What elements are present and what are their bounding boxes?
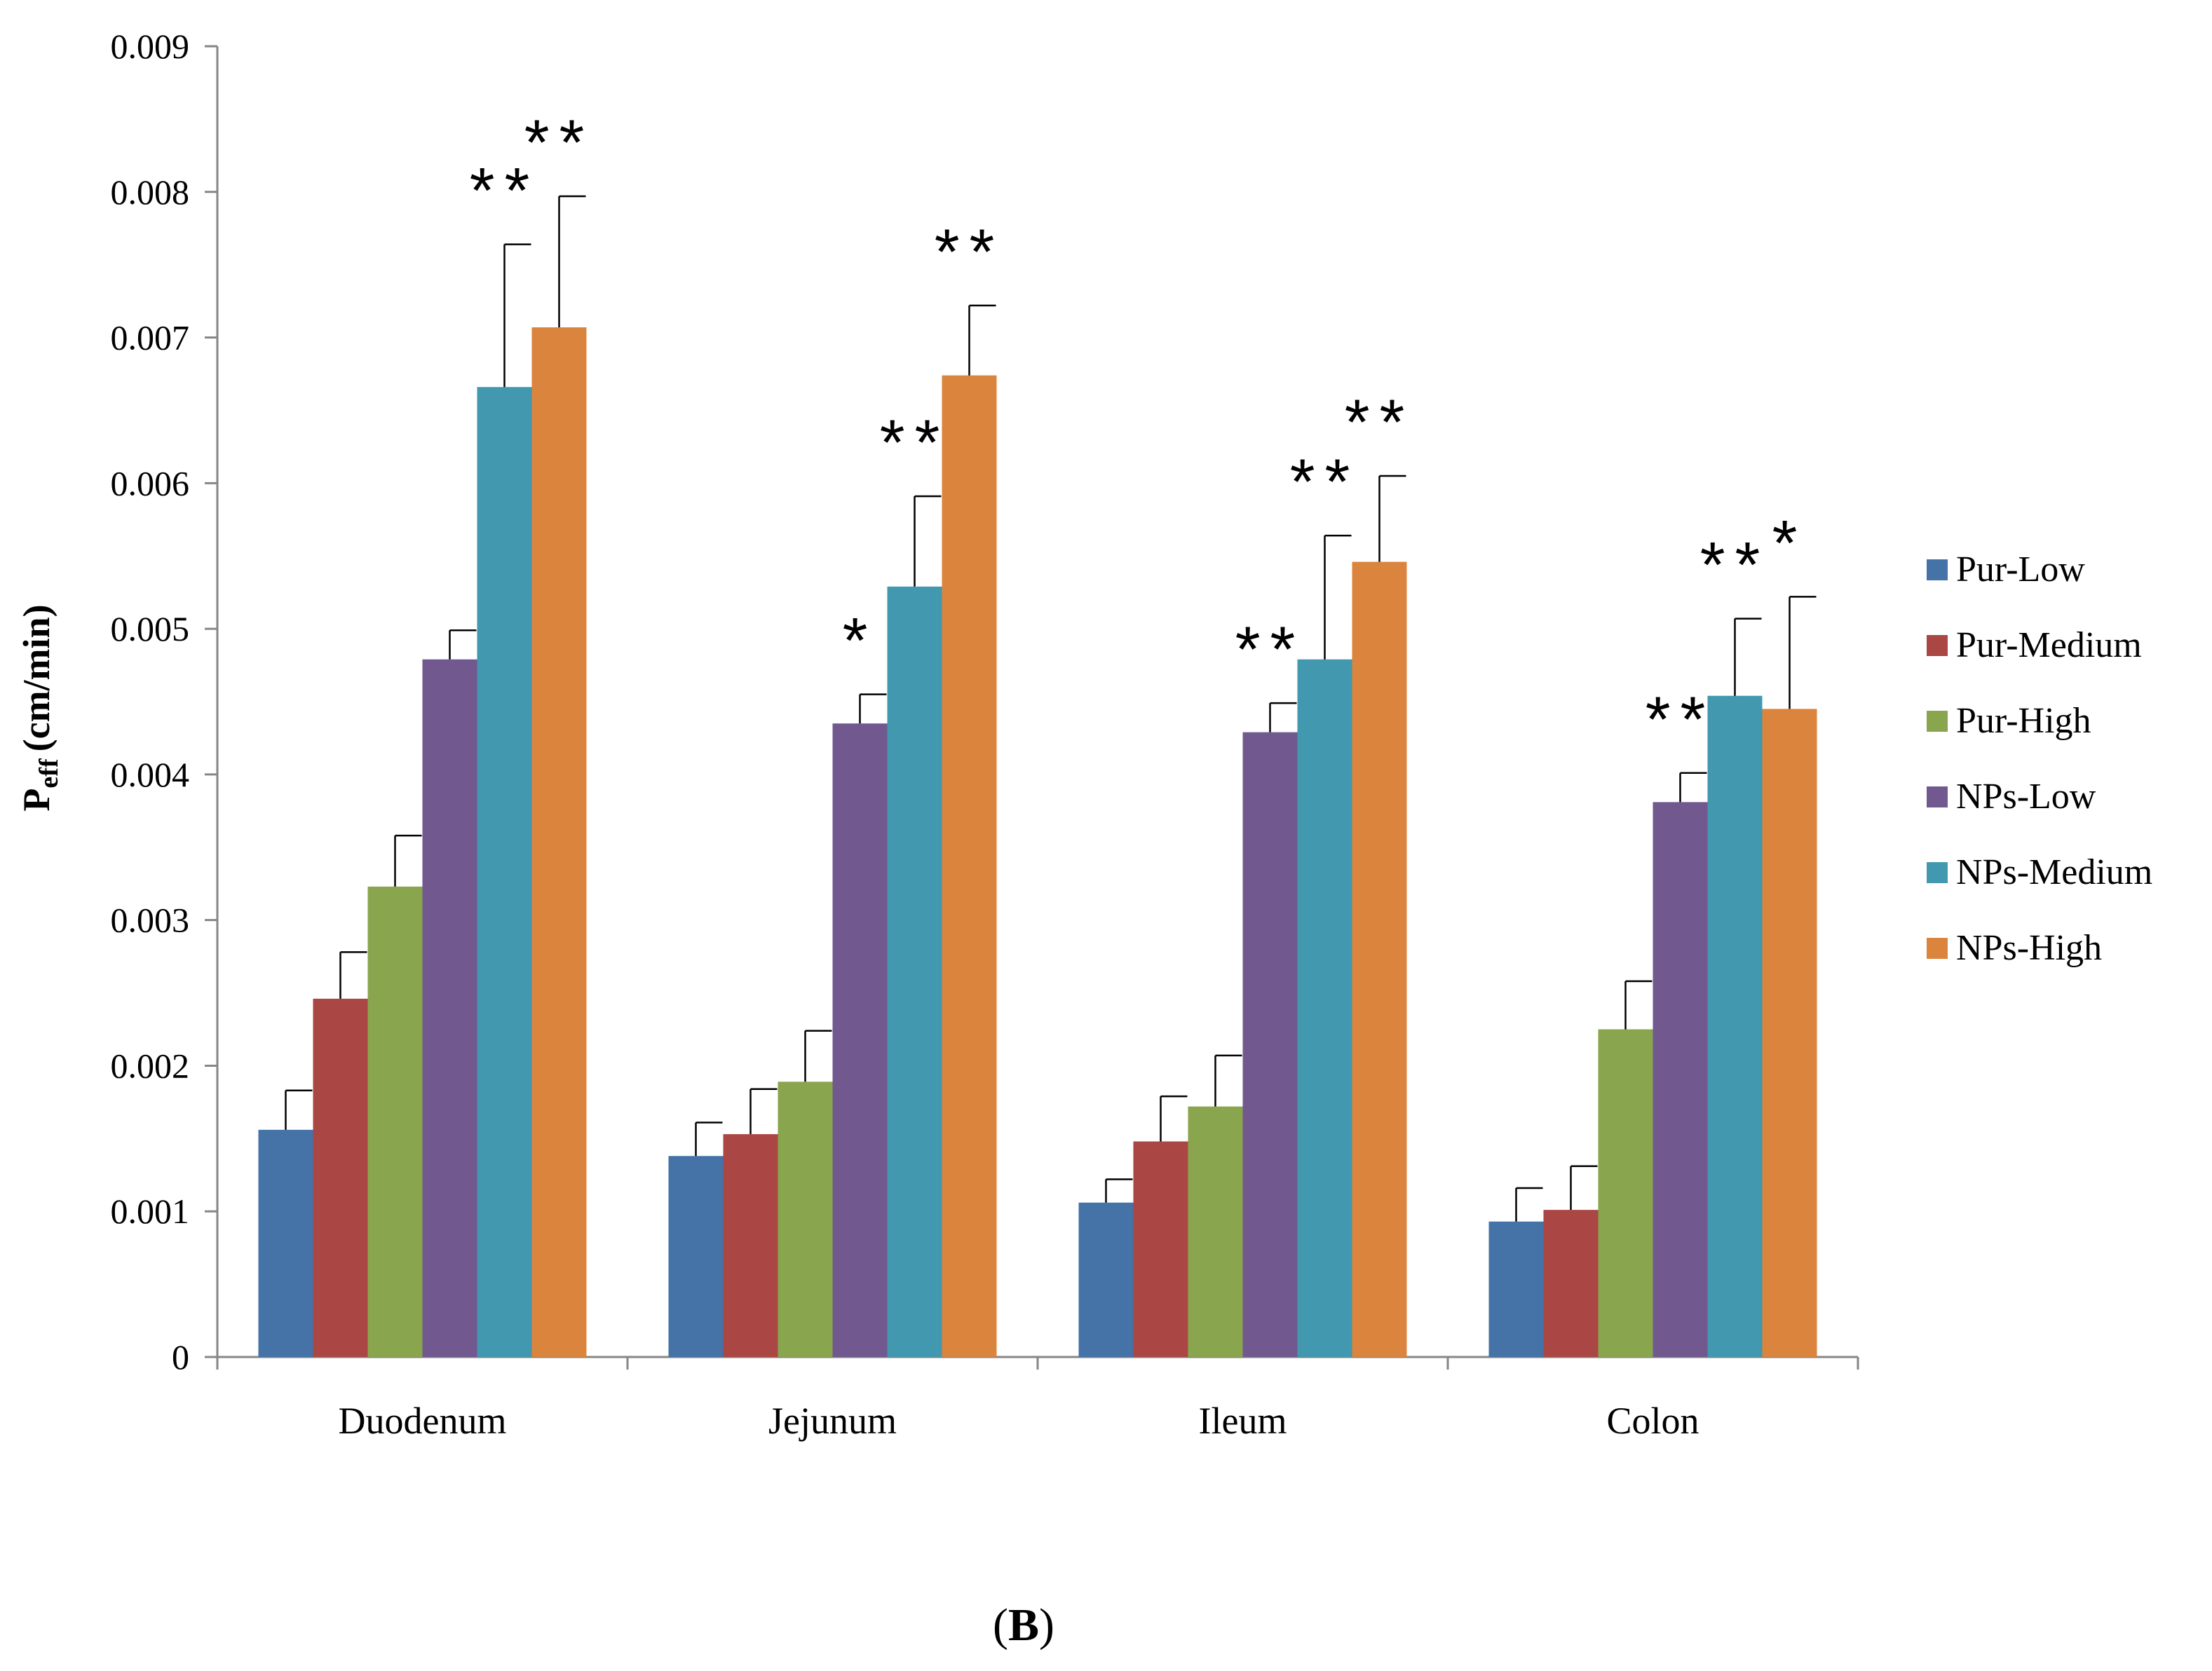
- y-tick-label: 0.003: [111, 901, 190, 940]
- y-axis-label-unit: (cm/min): [15, 604, 57, 751]
- y-tick-label: 0.001: [111, 1192, 190, 1231]
- y-axis-label-main: P: [15, 789, 57, 812]
- bar: [313, 998, 368, 1357]
- legend: Pur-Low Pur-Medium Pur-High NPs-Low NPs-Medi…: [1927, 550, 2152, 968]
- bar: [477, 387, 532, 1358]
- bar: [887, 586, 942, 1358]
- legend-label: Pur-High: [1956, 701, 2091, 741]
- y-tick-label: 0: [172, 1337, 189, 1377]
- bar: [1653, 802, 1708, 1357]
- svg-text:Peff(cm/min): Peff (cm/min): [15, 604, 64, 811]
- legend-swatch: [1927, 862, 1948, 883]
- legend-label: NPs-Medium: [1956, 852, 2152, 892]
- x-category-label: Colon: [1606, 1400, 1699, 1442]
- y-tick-label: 0.004: [111, 755, 190, 794]
- bars: [258, 327, 1817, 1358]
- panel-label: (B): [993, 1600, 1054, 1651]
- legend-swatch: [1927, 635, 1948, 656]
- significance-marker: **: [1700, 530, 1770, 601]
- x-category-label: Duodenum: [339, 1400, 507, 1442]
- bar: [778, 1082, 833, 1357]
- bar: [367, 886, 423, 1357]
- bar: [1297, 659, 1352, 1357]
- significance-marker: *: [843, 606, 878, 677]
- bar: [1242, 732, 1298, 1357]
- significance-marker: **: [880, 407, 950, 479]
- y-tick-label: 0.009: [111, 27, 190, 66]
- y-ticks: 0 0.001 0.002 0.003 0.004 0.005 0.006 0.007 0.00…: [111, 27, 217, 1377]
- y-tick-label: 0.008: [111, 172, 190, 212]
- significance-marker: *: [1772, 507, 1807, 579]
- bar: [1133, 1141, 1188, 1357]
- bar: [258, 1129, 313, 1357]
- legend-label: Pur-Low: [1956, 550, 2085, 589]
- bar: [1598, 1029, 1653, 1357]
- bar: [422, 659, 477, 1357]
- y-tick-label: 0.006: [111, 463, 190, 503]
- y-tick-label: 0.007: [111, 318, 190, 357]
- bar: [1488, 1221, 1544, 1357]
- bar: [723, 1134, 778, 1357]
- y-tick-label: 0.002: [111, 1046, 190, 1085]
- bar: [1762, 709, 1817, 1357]
- significance-marker: **: [524, 107, 595, 179]
- legend-swatch: [1927, 938, 1948, 959]
- y-axis-label: Peff (cm/min): [15, 604, 64, 811]
- significance-marker: **: [470, 156, 540, 227]
- significance-marker: **: [1235, 614, 1305, 686]
- bar: [531, 327, 587, 1357]
- significance-marker: **: [935, 217, 1005, 288]
- bar: [1078, 1202, 1134, 1357]
- legend-swatch: [1927, 559, 1948, 580]
- significance-marker: **: [1646, 684, 1716, 756]
- panel-label-letter: B: [1008, 1600, 1039, 1651]
- bar: [1352, 561, 1407, 1357]
- category-labels: Duodenum Jejunum Ileum Colon: [339, 1400, 1699, 1442]
- bar: [942, 375, 997, 1357]
- x-category-label: Jejunum: [768, 1400, 897, 1442]
- x-category-label: Ileum: [1199, 1400, 1287, 1442]
- bar: [668, 1156, 724, 1357]
- legend-label: Pur-Medium: [1956, 625, 2142, 665]
- bar: [1707, 695, 1763, 1357]
- significance-markers: * *******************: [470, 107, 1807, 756]
- bar: [1543, 1210, 1599, 1357]
- legend-label: NPs-Low: [1956, 777, 2096, 817]
- legend-swatch: [1927, 711, 1948, 732]
- legend-swatch: [1927, 786, 1948, 807]
- error-bars: [285, 195, 1817, 1222]
- significance-marker: **: [1345, 387, 1415, 458]
- y-axis-label-subscript: eff: [34, 758, 64, 789]
- legend-label: NPs-High: [1956, 928, 2102, 968]
- y-tick-label: 0.005: [111, 609, 190, 648]
- bar: [832, 723, 888, 1357]
- bar: [1188, 1106, 1243, 1357]
- significance-marker: **: [1290, 446, 1360, 518]
